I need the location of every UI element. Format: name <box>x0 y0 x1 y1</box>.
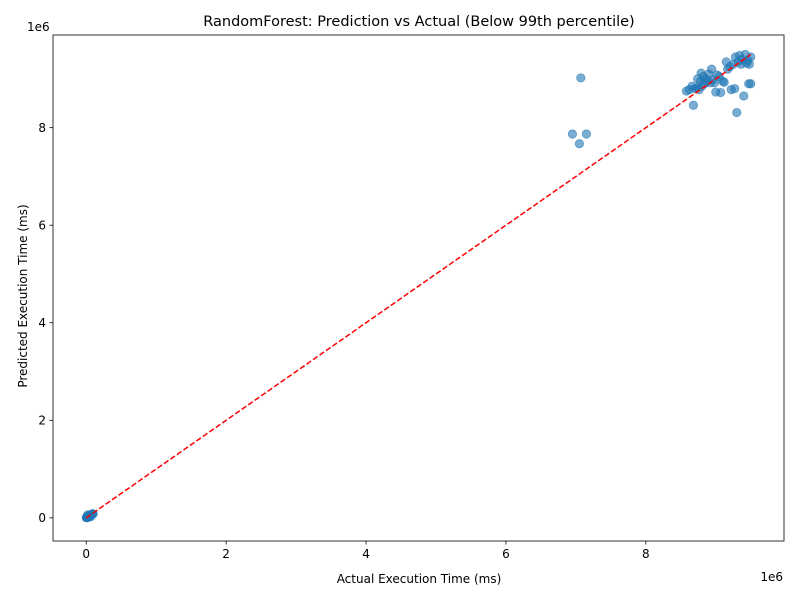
data-point <box>732 107 742 118</box>
x-tick-label: 2 <box>222 547 230 561</box>
chart-title: RandomForest: Prediction vs Actual (Belo… <box>203 14 634 30</box>
y-axis-ticks: 0 2 4 6 8 <box>38 121 53 525</box>
x-axis-label: Actual Execution Time (ms) <box>337 572 502 586</box>
x-axis-offset-text: 1e6 <box>760 570 783 584</box>
plot-frame <box>52 34 785 542</box>
y-tick-label: 4 <box>38 316 46 330</box>
data-point <box>581 129 591 139</box>
data-point <box>744 79 754 89</box>
data-point <box>85 512 96 522</box>
y-tick-label: 8 <box>38 121 46 135</box>
data-point <box>574 139 584 149</box>
x-tick-label: 4 <box>362 547 370 561</box>
data-point <box>576 73 586 83</box>
y-tick-label: 6 <box>38 219 46 233</box>
x-tick-label: 0 <box>82 547 90 561</box>
data-point <box>730 84 740 94</box>
y-tick-label: 0 <box>38 511 46 525</box>
x-axis-ticks: 0 2 4 6 8 <box>82 541 650 561</box>
y-axis-label: Predicted Execution Time (ms) <box>16 204 30 387</box>
data-point <box>719 77 729 87</box>
y-axis-offset-text: 1e6 <box>27 20 50 34</box>
x-tick-label: 6 <box>502 547 510 561</box>
y-tick-label: 2 <box>38 414 46 428</box>
data-point <box>746 52 756 62</box>
data-point <box>688 100 699 110</box>
reference-line <box>85 53 752 519</box>
data-point <box>739 91 749 101</box>
data-point <box>716 87 726 98</box>
data-point <box>567 129 577 139</box>
x-tick-label: 8 <box>642 547 650 561</box>
data-point <box>706 64 717 74</box>
